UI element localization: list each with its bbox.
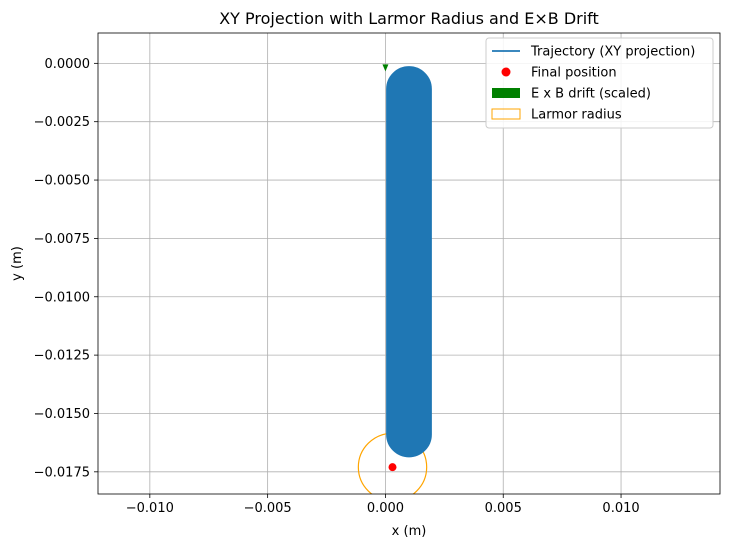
legend-label: Trajectory (XY projection): [530, 45, 695, 60]
legend-swatch-larmor-radius: [491, 108, 521, 120]
y-tick-label: −0.0025: [34, 115, 90, 130]
x-tick-label: 0.005: [485, 501, 522, 516]
y-tick-label: −0.0125: [34, 349, 90, 364]
x-axis-ticks: −0.010 −0.005 0.000 0.005 0.010: [126, 494, 640, 516]
y-tick-label: −0.0050: [34, 174, 90, 189]
legend: Trajectory (XY projection) Final position…: [485, 37, 714, 129]
y-tick-label: −0.0075: [34, 232, 90, 247]
legend-box: [485, 37, 714, 129]
y-tick-label: 0.0000: [45, 57, 91, 72]
exb-drift-arrow: [382, 64, 389, 72]
y-tick-label: −0.0100: [34, 290, 90, 305]
y-axis-label: y (m): [10, 246, 25, 281]
x-tick-label: 0.000: [367, 501, 404, 516]
x-tick-label: −0.010: [126, 501, 174, 516]
legend-label: E x B drift (scaled): [531, 87, 651, 102]
x-axis-label: x (m): [392, 524, 427, 539]
chart-title: XY Projection with Larmor Radius and E×B…: [219, 9, 599, 28]
final-position-point: [388, 463, 397, 472]
legend-swatch-final-position: [501, 67, 511, 77]
x-tick-label: −0.005: [244, 501, 292, 516]
legend-label: Larmor radius: [531, 108, 622, 123]
legend-swatch-exb-drift: [492, 88, 520, 98]
y-tick-label: −0.0150: [34, 407, 90, 422]
y-axis-ticks: 0.0000 −0.0025 −0.0050 −0.0075 −0.0100 −0.012…: [34, 57, 98, 480]
x-tick-label: 0.010: [602, 501, 639, 516]
trajectory-band: [386, 66, 432, 458]
plot-marks: [357, 64, 432, 494]
legend-label: Final position: [531, 66, 617, 81]
plot-frame: [97, 32, 721, 495]
y-tick-label: −0.0175: [34, 465, 90, 480]
